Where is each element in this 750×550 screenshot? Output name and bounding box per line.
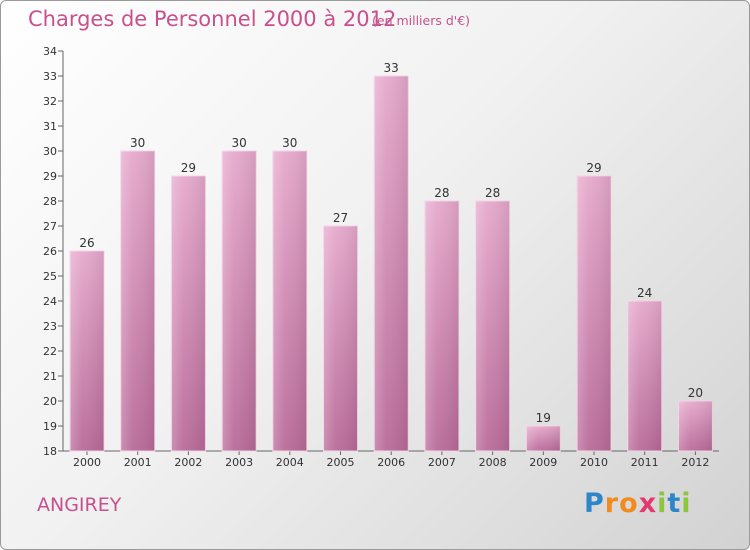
x-tick-label: 2009 [529, 456, 557, 469]
data-label: 28 [434, 186, 449, 200]
y-tick-label: 24 [43, 295, 57, 308]
x-tick-label: 2002 [174, 456, 202, 469]
y-tick-label: 23 [43, 320, 57, 333]
data-label: 24 [637, 286, 652, 300]
logo-letter: P [584, 488, 605, 519]
y-axis: 18 19 20 21 22 23 24 25 26 27 28 29 30 31 32 33 34 [43, 45, 64, 458]
data-label: 29 [586, 161, 601, 175]
y-tick-label: 27 [43, 220, 57, 233]
data-label: 20 [688, 386, 703, 400]
data-label: 30 [130, 136, 145, 150]
data-label: 19 [536, 411, 551, 425]
bar-shine [171, 176, 206, 451]
bar-shine [475, 201, 510, 451]
x-tick-label: 2001 [124, 456, 152, 469]
x-tick-label: 2007 [428, 456, 456, 469]
data-label: 30 [282, 136, 297, 150]
y-tick-label: 34 [43, 45, 57, 58]
y-tick-label: 29 [43, 170, 57, 183]
y-tick-label: 28 [43, 195, 57, 208]
x-tick-label: 2006 [377, 456, 405, 469]
bar-shine [424, 201, 459, 451]
bar-shine [272, 151, 307, 451]
x-tick-label: 2003 [225, 456, 253, 469]
y-tick-label: 19 [43, 420, 57, 433]
bar-shine [577, 176, 611, 451]
x-tick-label: 2004 [276, 456, 304, 469]
chart-subtitle: (en milliers d'€) [372, 13, 471, 28]
bar-shine [526, 426, 561, 451]
logo-letter: i [657, 488, 668, 519]
bar-shine [323, 226, 358, 451]
data-label: 28 [485, 186, 500, 200]
data-label: 30 [231, 136, 246, 150]
data-labels: 26 30 29 30 30 27 33 28 28 19 29 24 20 [79, 61, 703, 425]
proxiti-logo[interactable]: Proxiti [584, 488, 692, 519]
y-tick-label: 26 [43, 245, 57, 258]
y-tick-label: 25 [43, 270, 57, 283]
x-tick-label: 2005 [327, 456, 355, 469]
y-tick-label: 20 [43, 395, 57, 408]
bar-shine [374, 76, 409, 451]
y-tick-label: 21 [43, 370, 57, 383]
bar-shine [678, 401, 713, 451]
x-axis: 2000 2001 2002 2003 2004 2005 2006 2007 2008 2009… [63, 450, 719, 469]
chart-title: Charges de Personnel 2000 à 2012 [28, 7, 397, 31]
x-tick-label: 2000 [73, 456, 101, 469]
bar-shine [627, 301, 662, 451]
y-tick-label: 30 [43, 145, 57, 158]
x-tick-label: 2010 [580, 456, 608, 469]
x-tick-label: 2012 [681, 456, 709, 469]
logo-letter: r [604, 488, 620, 519]
data-label: 27 [333, 211, 348, 225]
data-label: 33 [384, 61, 399, 75]
y-tick-label: 33 [43, 70, 57, 83]
x-tick-label: 2011 [631, 456, 659, 469]
bars [69, 75, 713, 452]
x-tick-label: 2008 [479, 456, 507, 469]
y-tick-label: 22 [43, 345, 57, 358]
y-tick-label: 32 [43, 95, 57, 108]
logo-letter: i [681, 488, 692, 519]
bar-shine [120, 151, 155, 451]
bar-shine [70, 251, 104, 451]
y-tick-label: 18 [43, 445, 57, 458]
data-label: 29 [181, 161, 196, 175]
bar-shine [222, 151, 257, 451]
y-tick-label: 31 [43, 120, 57, 133]
data-label: 26 [79, 236, 94, 250]
logo-letter: t [667, 488, 682, 519]
logo-letter: o [619, 488, 639, 519]
logo-letter: x [638, 488, 658, 519]
commune-name: ANGIREY [37, 494, 122, 516]
